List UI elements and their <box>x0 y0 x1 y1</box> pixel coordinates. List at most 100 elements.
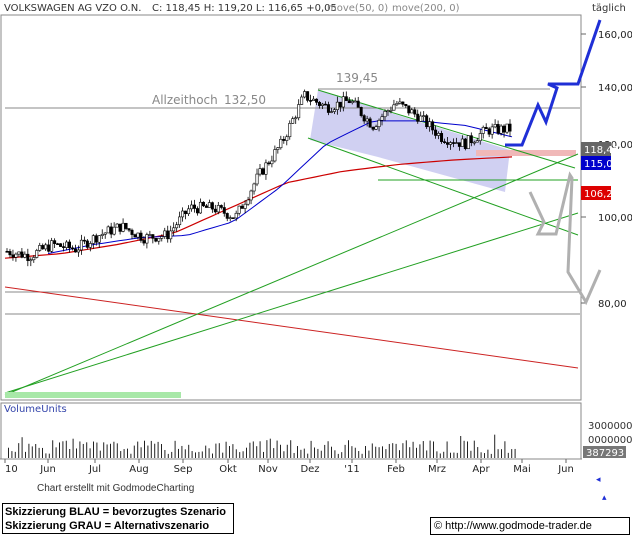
candle-body <box>97 235 101 243</box>
nav-down-icon[interactable]: ▴ <box>602 493 607 503</box>
volume-bar <box>460 436 462 458</box>
volume-bar <box>436 451 438 458</box>
candle-body <box>20 251 24 258</box>
candle-body <box>228 217 232 219</box>
candle-body <box>389 109 393 112</box>
created-by-text: Chart erstellt mit GodmodeCharting <box>37 483 195 494</box>
candle-body <box>484 126 488 130</box>
candle-body <box>312 98 316 101</box>
volume-bar <box>354 447 356 458</box>
candle-body <box>216 205 220 213</box>
volume-bar <box>501 449 502 458</box>
volume-bar <box>103 442 105 458</box>
last-price-badge <box>581 142 611 156</box>
candle-body <box>466 135 470 149</box>
volume-bar <box>59 442 60 458</box>
source-url-link[interactable]: © http://www.godmode-trader.de <box>430 517 630 535</box>
ath-value: 132,50 <box>224 93 266 107</box>
x-tick-label: Feb <box>387 464 405 475</box>
volume-bar <box>402 443 404 458</box>
volume-bar <box>433 441 434 458</box>
volume-bar <box>120 451 122 458</box>
candle-body <box>85 240 89 248</box>
candle-body <box>338 101 342 108</box>
price-panel-frame <box>0 14 582 401</box>
volume-bar <box>178 448 179 458</box>
volume-bar <box>337 453 339 458</box>
candle-body <box>68 241 72 249</box>
volume-bars <box>8 434 516 458</box>
volume-bar <box>487 449 489 458</box>
candle-body <box>127 228 131 231</box>
volume-bar <box>507 452 509 458</box>
candle-body <box>261 168 265 175</box>
candle-body <box>234 212 238 219</box>
volume-bar <box>283 451 285 458</box>
volume-bar <box>195 452 196 458</box>
x-tick-label: Apr <box>472 464 490 475</box>
volume-bar <box>198 451 200 458</box>
gray-scenario-path <box>528 171 602 306</box>
volume-bar <box>154 443 156 458</box>
candle-body <box>11 254 15 258</box>
candle-body <box>76 249 80 253</box>
volume-bar <box>300 449 302 458</box>
candle-body <box>184 210 188 215</box>
candle-body <box>94 235 98 243</box>
candle-body <box>496 124 500 134</box>
candle-body <box>166 230 170 240</box>
volume-bar <box>11 451 13 458</box>
volume-bar <box>307 453 309 458</box>
candle-body <box>463 138 467 149</box>
candle-body <box>109 226 113 235</box>
x-tick-label: '11 <box>344 464 359 475</box>
candle-body <box>356 100 360 108</box>
volume-bar <box>331 446 332 458</box>
candle-body <box>181 210 185 218</box>
volume-bar <box>504 441 506 458</box>
volume-bar <box>69 448 71 458</box>
volume-bar <box>473 440 475 458</box>
volume-bar <box>167 453 169 458</box>
x-tick-label: Mai <box>513 464 531 475</box>
volume-bar <box>259 441 261 458</box>
volume-bar <box>252 441 254 458</box>
ma50-badge <box>581 156 611 170</box>
ath-label: Allzeithoch <box>152 93 218 107</box>
candle-body <box>79 239 83 251</box>
candle-body <box>163 230 167 237</box>
volume-bar <box>123 449 125 458</box>
volume-bar <box>344 444 346 458</box>
volume-bar <box>280 444 281 458</box>
candle-body <box>5 251 9 253</box>
volume-bar <box>439 453 441 458</box>
volume-bar <box>324 444 326 458</box>
volume-bar <box>399 450 400 458</box>
ma200-legend: move(200, 0) <box>392 3 460 14</box>
volume-bar <box>446 441 448 458</box>
volume-bar <box>184 449 186 458</box>
candle-body <box>118 223 122 232</box>
volume-bar <box>208 448 210 458</box>
candle-body <box>112 226 116 235</box>
ma200-line <box>4 156 513 259</box>
y-tick-label: 120,00 <box>598 140 632 151</box>
volume-bar <box>378 447 380 458</box>
volume-bar <box>405 440 407 458</box>
volume-bar <box>456 452 458 458</box>
volume-bar <box>388 443 390 458</box>
candle-body <box>14 253 18 258</box>
candle-body <box>416 113 420 122</box>
volume-bar <box>314 447 315 458</box>
volume-bar <box>467 441 468 458</box>
volume-bar <box>82 443 84 458</box>
volume-bar <box>480 452 482 458</box>
candle-body <box>320 103 324 106</box>
candle-body <box>258 168 262 175</box>
volume-bar <box>188 444 190 458</box>
nav-left-icon[interactable]: ◂ <box>596 475 601 485</box>
volume-bar <box>65 440 67 458</box>
volume-bar <box>150 440 152 458</box>
candle-body <box>240 205 244 209</box>
candle-body <box>267 162 271 165</box>
